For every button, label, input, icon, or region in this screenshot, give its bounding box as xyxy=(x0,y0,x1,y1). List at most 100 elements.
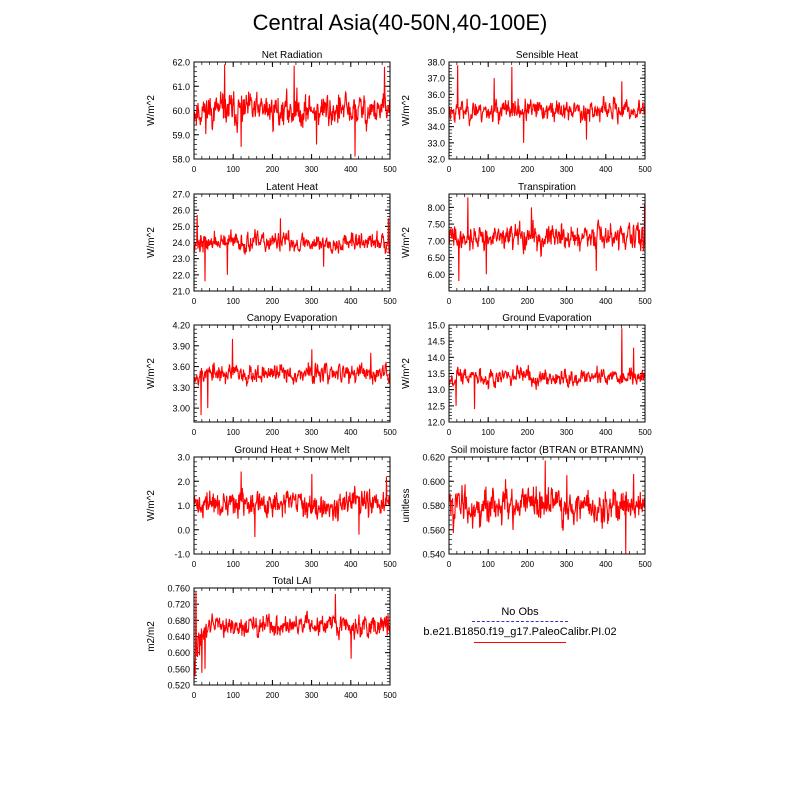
panel-2: Latent Heat W/m^2 21.0 22.0 23.0 24.0 25.0 26.0… xyxy=(146,182,397,306)
series-line xyxy=(448,460,646,555)
x-tick-label: 400 xyxy=(599,428,613,437)
x-tick-label: 500 xyxy=(383,560,397,569)
x-tick-label: 200 xyxy=(266,165,280,174)
series-line xyxy=(193,592,391,677)
y-tick-label: 24.0 xyxy=(172,238,190,248)
x-tick-label: 400 xyxy=(344,560,358,569)
x-tick-label: 500 xyxy=(638,428,652,437)
series-line xyxy=(193,215,391,282)
legend-entry-model: b.e21.B1850.f19_g17.PaleoCalibr.PI.02 xyxy=(400,626,640,643)
plot-frame xyxy=(193,456,391,555)
y-tick-label: 3.90 xyxy=(172,341,190,351)
y-tick-label: 14.5 xyxy=(427,337,445,347)
series-line xyxy=(193,64,391,157)
legend: No Obs b.e21.B1850.f19_g17.PaleoCalibr.P… xyxy=(400,606,640,643)
y-tick-label: 0.540 xyxy=(422,550,445,560)
y-tick-label: 22.0 xyxy=(172,270,190,280)
x-tick-label: 200 xyxy=(521,297,535,306)
panel-title: Ground Evaporation xyxy=(502,313,592,324)
y-tick-label: 0.600 xyxy=(422,477,445,487)
plot-frame xyxy=(448,61,646,160)
y-axis-label: W/m^2 xyxy=(146,95,157,126)
panel-8: Total LAI m2/m2 0.520 0.560 0.600 0.640 0.680 0… xyxy=(146,576,397,700)
x-tick-label: 300 xyxy=(560,297,574,306)
x-tick-label: 100 xyxy=(482,297,496,306)
legend-entry-obs: No Obs xyxy=(400,606,640,622)
y-tick-label: 12.0 xyxy=(427,418,445,428)
panel-title: Latent Heat xyxy=(266,182,318,193)
figure-title: Central Asia(40-50N,40-100E) xyxy=(252,10,548,35)
panel-title: Ground Heat + Snow Melt xyxy=(234,445,350,456)
panel-title: Total LAI xyxy=(273,576,312,587)
y-axis-label: m2/m2 xyxy=(146,621,157,652)
series-line xyxy=(193,471,391,538)
y-tick-label: 21.0 xyxy=(172,287,190,297)
panel-1: Sensible Heat W/m^2 32.0 33.0 34.0 35.0 36.0 37… xyxy=(401,50,652,174)
series-line xyxy=(448,197,646,281)
y-tick-label: 58.0 xyxy=(172,155,190,165)
series-line xyxy=(448,328,646,410)
series-line xyxy=(193,338,391,416)
y-tick-label: 0.640 xyxy=(167,632,190,642)
x-tick-label: 0 xyxy=(447,428,452,437)
y-tick-label: 0.580 xyxy=(422,501,445,511)
y-tick-label: -1.0 xyxy=(174,550,190,560)
y-tick-label: 25.0 xyxy=(172,222,190,232)
x-tick-label: 200 xyxy=(266,691,280,700)
plot-frame xyxy=(193,587,391,686)
y-tick-label: 0.720 xyxy=(167,600,190,610)
y-tick-label: 3.00 xyxy=(172,404,190,414)
panel-4: Canopy Evaporation W/m^2 3.00 3.30 3.60 3.90 4… xyxy=(146,313,397,437)
y-tick-label: 0.600 xyxy=(167,648,190,658)
panel-3: Transpiration W/m^2 6.00 6.50 7.00 7.50 8.00 0 1… xyxy=(401,182,652,306)
y-tick-label: 59.0 xyxy=(172,130,190,140)
y-axis-label: W/m^2 xyxy=(401,227,412,258)
y-axis-label: W/m^2 xyxy=(401,95,412,126)
x-tick-label: 0 xyxy=(447,560,452,569)
x-tick-label: 300 xyxy=(305,691,319,700)
x-tick-label: 300 xyxy=(560,428,574,437)
y-tick-label: 13.0 xyxy=(427,385,445,395)
x-tick-label: 100 xyxy=(227,560,241,569)
panel-7: Soil moisture factor (BTRAN or BTRANMN) u… xyxy=(401,445,652,569)
x-tick-label: 0 xyxy=(192,297,197,306)
plot-frame xyxy=(448,456,646,555)
x-tick-label: 0 xyxy=(192,560,197,569)
y-tick-label: 7.00 xyxy=(427,236,445,246)
x-tick-label: 200 xyxy=(521,165,535,174)
y-tick-label: 35.0 xyxy=(427,106,445,116)
y-tick-label: 3.30 xyxy=(172,383,190,393)
x-tick-label: 500 xyxy=(638,297,652,306)
x-tick-label: 400 xyxy=(344,428,358,437)
x-tick-label: 500 xyxy=(383,165,397,174)
panel-title: Sensible Heat xyxy=(516,50,578,61)
x-tick-label: 0 xyxy=(192,165,197,174)
y-tick-label: 34.0 xyxy=(427,122,445,132)
x-tick-label: 0 xyxy=(447,297,452,306)
x-tick-label: 0 xyxy=(192,691,197,700)
x-tick-label: 500 xyxy=(383,428,397,437)
y-tick-label: 61.0 xyxy=(172,82,190,92)
x-tick-label: 300 xyxy=(305,165,319,174)
panel-6: Ground Heat + Snow Melt W/m^2 -1.0 0.0 1.0 2.… xyxy=(146,445,397,569)
y-axis-label: W/m^2 xyxy=(401,358,412,389)
x-tick-label: 100 xyxy=(482,560,496,569)
plot-frame xyxy=(193,61,391,160)
legend-obs-label: No Obs xyxy=(501,606,539,618)
x-tick-label: 400 xyxy=(599,165,613,174)
x-tick-label: 200 xyxy=(521,560,535,569)
x-tick-label: 300 xyxy=(305,297,319,306)
x-tick-label: 300 xyxy=(305,560,319,569)
y-tick-label: 37.0 xyxy=(427,74,445,84)
x-tick-label: 200 xyxy=(266,560,280,569)
y-tick-label: 4.20 xyxy=(172,321,190,331)
y-tick-label: 12.5 xyxy=(427,401,445,411)
y-tick-label: 2.0 xyxy=(177,477,190,487)
x-tick-label: 200 xyxy=(266,428,280,437)
x-tick-label: 100 xyxy=(227,428,241,437)
y-tick-label: 6.00 xyxy=(427,270,445,280)
plot-frame xyxy=(193,324,391,423)
y-tick-label: 3.0 xyxy=(177,453,190,463)
y-tick-label: 0.620 xyxy=(422,453,445,463)
